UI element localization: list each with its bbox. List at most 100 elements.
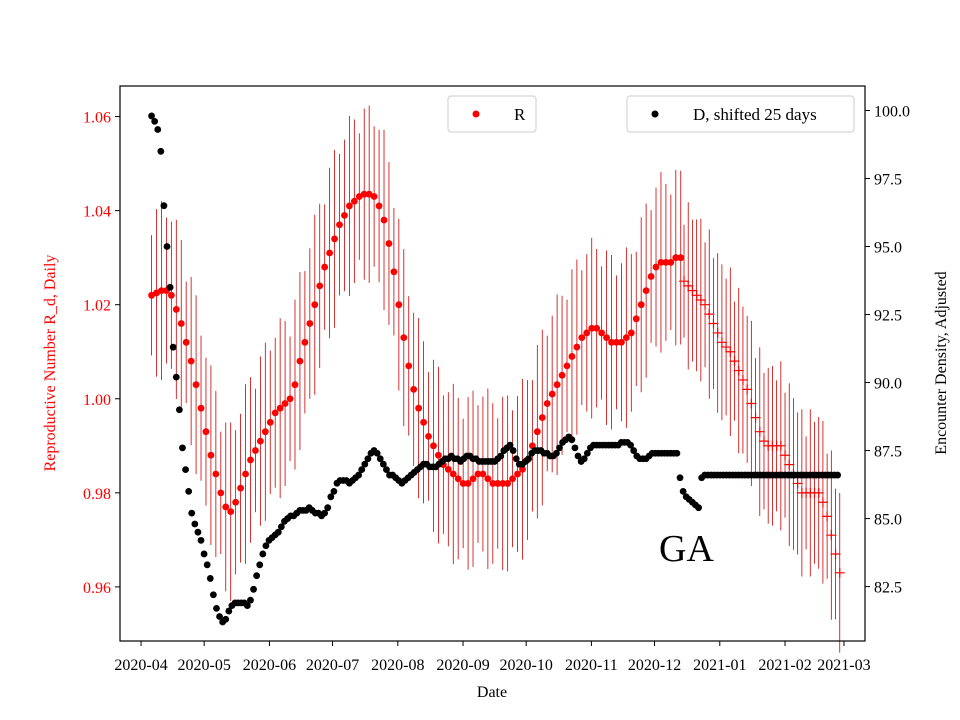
d-point (247, 596, 254, 604)
plot-frame (119, 85, 866, 642)
r-point (420, 418, 427, 426)
d-point (277, 523, 285, 531)
d-point (627, 441, 634, 449)
r-point (618, 338, 625, 346)
r-point (430, 442, 437, 450)
d-point (157, 147, 165, 155)
r-point (568, 353, 576, 360)
r-point (311, 301, 319, 309)
d-series-points (148, 112, 842, 626)
r-point (217, 489, 225, 497)
d-point (383, 466, 390, 474)
r-point (509, 475, 516, 483)
right-tick-label: 85.0 (874, 512, 902, 529)
r-point (247, 456, 254, 464)
left-y-axis-label: Reproductive Number R_d, Daily (42, 255, 59, 472)
left-tick-label: 1.04 (83, 204, 111, 221)
r-forecast-point (813, 487, 824, 498)
r-point (385, 240, 393, 247)
d-point (373, 449, 381, 457)
d-point (222, 615, 230, 623)
d-point (175, 406, 183, 414)
d-point (327, 493, 335, 501)
d-point (834, 471, 842, 479)
legend-r: R (447, 95, 537, 133)
d-point (197, 536, 205, 544)
d-point (203, 561, 211, 569)
d-point (163, 243, 171, 250)
d-point (160, 202, 168, 210)
x-tick-label: 2020-07 (306, 657, 359, 674)
d-point (188, 509, 196, 517)
d-point (259, 550, 267, 558)
r-point (533, 428, 541, 436)
r-forecast-point (683, 280, 694, 291)
legend-r-label: R (514, 105, 526, 124)
r-forecast-point (784, 459, 795, 470)
r-point (652, 263, 660, 271)
left-tick-label: 1.02 (83, 298, 111, 315)
r-point (469, 475, 477, 483)
d-point (673, 449, 681, 457)
r-forecast-point (754, 426, 765, 437)
r-point (538, 414, 546, 421)
r-point (227, 508, 235, 516)
right-y-axis-ticks: 82.5 85.0 87.5 90.0 92.5 95.0 97.5 100.0 (865, 103, 910, 597)
d-point (679, 487, 687, 495)
x-tick-label: 2021-01 (693, 657, 746, 674)
d-point (216, 613, 223, 620)
r-point (657, 258, 665, 266)
r-forecast-point (716, 337, 727, 348)
r-point (321, 263, 329, 271)
legend-d-marker (651, 110, 659, 118)
r-forecast-point (742, 384, 753, 395)
d-point (200, 550, 208, 558)
r-point (232, 498, 240, 506)
r-point (425, 433, 432, 440)
r-point (435, 451, 442, 459)
r-point (207, 451, 215, 459)
r-point (608, 338, 615, 346)
r-point (197, 404, 205, 412)
right-y-axis-label: Encounter Density, Adjusted (933, 271, 950, 454)
r-point (588, 324, 596, 332)
d-point (324, 504, 332, 512)
r-point (222, 503, 230, 511)
legend-r-marker (472, 110, 480, 118)
r-point (444, 465, 452, 473)
r-point (504, 480, 512, 487)
r-forecast-point (750, 412, 761, 423)
d-point (151, 117, 159, 125)
r-point (627, 329, 635, 337)
r-forecast-point (830, 548, 841, 559)
r-point (583, 329, 591, 337)
d-point (166, 283, 174, 291)
r-point (336, 221, 343, 229)
r-forecast-point (746, 398, 757, 409)
r-point (266, 418, 274, 426)
r-forecast-point (691, 290, 702, 301)
r-forecast-point (721, 342, 732, 353)
left-tick-label: 0.98 (83, 486, 111, 503)
d-point (206, 575, 214, 582)
r-point (316, 282, 324, 290)
d-point (169, 343, 177, 351)
d-point (213, 604, 220, 612)
r-forecast-point (758, 436, 769, 447)
r-point (212, 470, 220, 478)
r-point (261, 428, 269, 436)
r-point (598, 329, 606, 337)
left-y-axis-ticks: 0.96 0.98 1.00 1.02 1.04 1.06 (83, 110, 120, 597)
d-point (253, 572, 261, 580)
d-point (243, 602, 251, 610)
r-point (400, 334, 408, 342)
r-point (464, 480, 472, 487)
right-tick-label: 87.5 (874, 444, 902, 461)
d-point (172, 373, 180, 381)
r-point (326, 249, 334, 257)
r-point (514, 470, 521, 478)
d-point (256, 561, 264, 569)
r-point (395, 301, 403, 309)
d-point (506, 441, 514, 449)
legend-d-label: D, shifted 25 days (693, 105, 817, 124)
